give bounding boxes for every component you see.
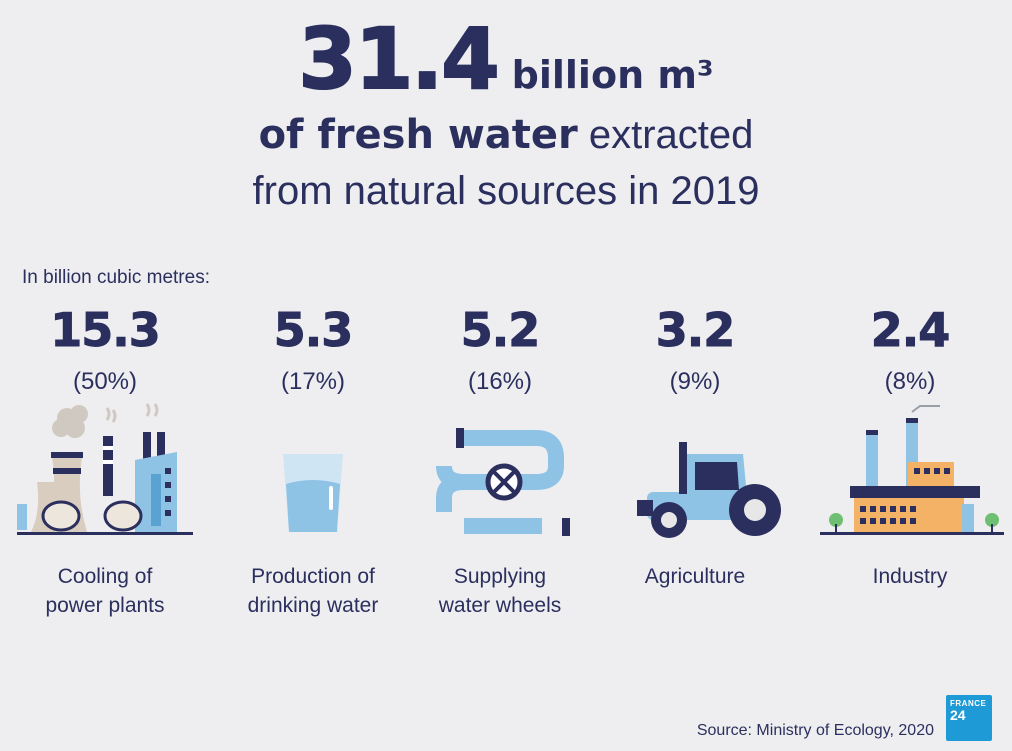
- category-percent: (9%): [669, 368, 721, 395]
- france24-logo: FRANCE 24: [946, 695, 992, 741]
- factory-icon: [820, 405, 1004, 535]
- total-unit: billion m³: [511, 53, 714, 97]
- category-percent: (16%): [467, 368, 533, 395]
- category-industry: 2.4 (8%) Industry: [810, 300, 1010, 591]
- category-label: Industry: [872, 565, 948, 588]
- category-water-wheels: 5.2 (16%) Supplying water wheels: [400, 300, 600, 620]
- water-glass-icon: [283, 454, 343, 532]
- category-label: Production of drinking water: [247, 565, 379, 617]
- category-value: 2.4: [870, 303, 951, 358]
- category-value: 5.2: [460, 303, 541, 358]
- category-percent: (8%): [884, 368, 936, 395]
- source-note: Source: Ministry of Ecology, 2020: [696, 722, 934, 739]
- category-percent: (17%): [280, 368, 346, 395]
- pipe-valve-icon: [436, 428, 570, 536]
- headline-line2: of fresh water extracted: [0, 110, 1012, 160]
- category-value: 5.3: [273, 303, 354, 358]
- category-label: Supplying water wheels: [438, 565, 562, 617]
- unit-intro: In billion cubic metres:: [22, 267, 210, 288]
- headline-line3: from natural sources in 2019: [252, 169, 760, 213]
- headline-total: 31.4 billion m³: [0, 10, 1012, 108]
- category-value: 3.2: [655, 303, 736, 358]
- total-value: 31.4: [297, 10, 500, 108]
- headline-line2-rest: extracted: [577, 113, 754, 157]
- headline-line2-bold: of fresh water: [258, 112, 578, 158]
- power-plant-icon: [17, 403, 193, 535]
- category-label: Cooling of power plants: [45, 565, 165, 617]
- category-value: 15.3: [50, 303, 162, 358]
- category-agriculture: 3.2 (9%) Agriculture: [595, 300, 795, 591]
- category-percent: (50%): [72, 368, 138, 395]
- category-power-plants: 15.3 (50%) Cooling of power plants: [5, 300, 205, 620]
- category-label: Agriculture: [644, 565, 746, 588]
- tractor-icon: [637, 442, 781, 538]
- category-drinking-water: 5.3 (17%) Production of drinking water: [213, 300, 413, 620]
